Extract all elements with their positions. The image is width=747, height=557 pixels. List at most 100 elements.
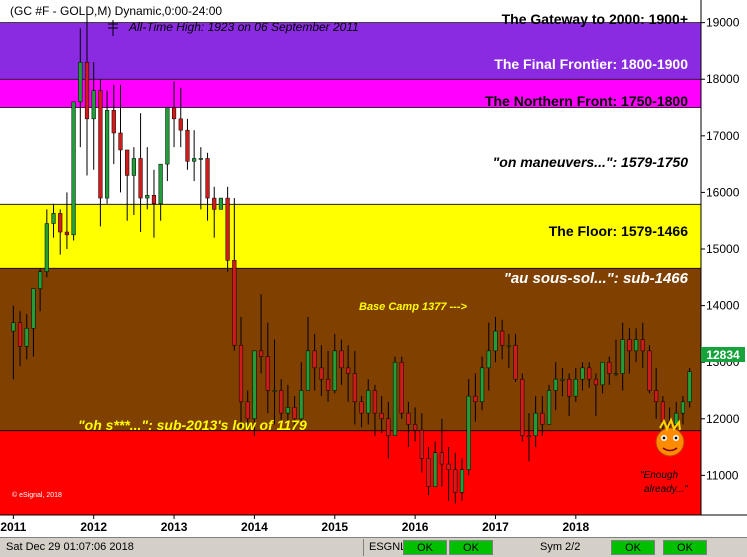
candle-body bbox=[386, 418, 391, 437]
x-tick-label: 2015 bbox=[321, 520, 348, 534]
candle-body bbox=[506, 344, 511, 347]
candle-body bbox=[232, 260, 237, 346]
candle bbox=[245, 390, 250, 431]
candle bbox=[466, 379, 471, 476]
candle-body bbox=[205, 158, 210, 199]
candle bbox=[31, 288, 36, 357]
x-tick-label: 2014 bbox=[241, 520, 268, 534]
status-ok-3[interactable]: OK bbox=[611, 540, 655, 555]
candle bbox=[238, 316, 244, 431]
candle bbox=[413, 407, 418, 442]
candle-body bbox=[238, 344, 244, 403]
candle bbox=[560, 367, 565, 397]
price-zones bbox=[0, 22, 701, 515]
candle-body bbox=[299, 390, 304, 420]
candle bbox=[17, 311, 23, 367]
candle-body bbox=[540, 412, 545, 425]
status-separator bbox=[363, 539, 364, 556]
candle-body bbox=[406, 412, 411, 425]
candle bbox=[486, 322, 491, 391]
candle-body bbox=[105, 110, 110, 199]
x-tick-label: 2012 bbox=[80, 520, 107, 534]
candle bbox=[607, 356, 612, 385]
candle bbox=[433, 441, 438, 487]
candle-body bbox=[78, 62, 83, 103]
candle-body bbox=[245, 401, 250, 420]
cartoon-character-icon bbox=[655, 417, 685, 457]
candle-body bbox=[573, 378, 578, 397]
status-ok-2[interactable]: OK bbox=[449, 540, 493, 555]
zone-band-6 bbox=[0, 430, 701, 515]
status-ok-4[interactable]: OK bbox=[663, 540, 707, 555]
status-sym: Sym 2/2 bbox=[540, 541, 581, 553]
candle bbox=[252, 350, 257, 436]
candle bbox=[212, 186, 217, 238]
candle-body bbox=[305, 350, 311, 391]
candle bbox=[178, 87, 183, 148]
candle bbox=[500, 319, 505, 360]
candle bbox=[654, 367, 659, 419]
candle bbox=[446, 447, 451, 501]
symbol-line: (GC #F - GOLD,M) Dynamic,0:00-24:00 bbox=[10, 4, 222, 18]
candle-body bbox=[352, 373, 357, 403]
candle bbox=[372, 384, 378, 436]
candle-body bbox=[17, 322, 23, 347]
candle bbox=[38, 268, 43, 312]
zone-label-sous-sol: "au sous-sol...": sub-1466 bbox=[504, 270, 689, 287]
candle bbox=[272, 339, 277, 425]
candle bbox=[44, 209, 49, 278]
candle-body bbox=[613, 373, 619, 375]
candle-body bbox=[620, 339, 625, 374]
enough-annotation-2: already..." bbox=[644, 484, 688, 495]
current-price-value: 12834 bbox=[706, 348, 740, 362]
candle bbox=[131, 147, 136, 216]
candle-body bbox=[546, 390, 552, 425]
candle-body bbox=[64, 231, 70, 236]
candle bbox=[439, 418, 444, 487]
candle-body bbox=[379, 412, 384, 420]
candle bbox=[225, 186, 230, 272]
base-camp-annotation: Base Camp 1377 ---> bbox=[359, 301, 467, 313]
candle bbox=[453, 452, 458, 504]
candle-body bbox=[111, 110, 116, 134]
candle bbox=[64, 192, 70, 250]
candle bbox=[553, 362, 558, 411]
candle-body bbox=[479, 367, 485, 403]
y-tick-label: 14000 bbox=[706, 299, 740, 313]
candle bbox=[111, 84, 116, 165]
candle-body bbox=[587, 367, 592, 380]
candle bbox=[546, 384, 552, 425]
candle bbox=[506, 333, 511, 368]
zone-label-on-maneuvers: "on maneuvers...": 1579-1750 bbox=[493, 154, 689, 170]
candle bbox=[359, 396, 364, 428]
current-price-tag: 12834 bbox=[701, 347, 745, 362]
candle bbox=[51, 203, 56, 238]
candle-body bbox=[151, 194, 157, 204]
candle bbox=[346, 345, 351, 402]
candle-body bbox=[439, 452, 444, 465]
gold-monthly-chart: 1900018000170001600015000140001300012000… bbox=[0, 0, 747, 534]
candle bbox=[299, 362, 304, 422]
candle-body bbox=[285, 407, 290, 414]
candle bbox=[279, 379, 284, 425]
candle-body bbox=[580, 367, 585, 380]
zone-label-oh-s: "oh s***...": sub-2013's low of 1179 bbox=[78, 417, 307, 433]
candle-body bbox=[513, 344, 518, 380]
candle-body bbox=[607, 361, 612, 374]
status-ok-1[interactable]: OK bbox=[403, 540, 447, 555]
candle-body bbox=[98, 90, 103, 199]
x-tick-label: 2018 bbox=[562, 520, 589, 534]
candle bbox=[91, 62, 96, 170]
candle-body bbox=[399, 361, 404, 414]
candle-body bbox=[413, 424, 418, 431]
candle bbox=[526, 413, 532, 462]
candle bbox=[218, 197, 224, 210]
candle bbox=[58, 209, 63, 255]
candle-body bbox=[466, 395, 471, 470]
candle bbox=[640, 322, 645, 368]
candle-body bbox=[171, 107, 177, 120]
candle bbox=[312, 333, 317, 391]
candle bbox=[647, 345, 652, 394]
candle bbox=[593, 373, 598, 416]
status-bar: Sat Dec 29 01:07:06 2018 ESGNL: OK OK Sy… bbox=[0, 537, 747, 557]
